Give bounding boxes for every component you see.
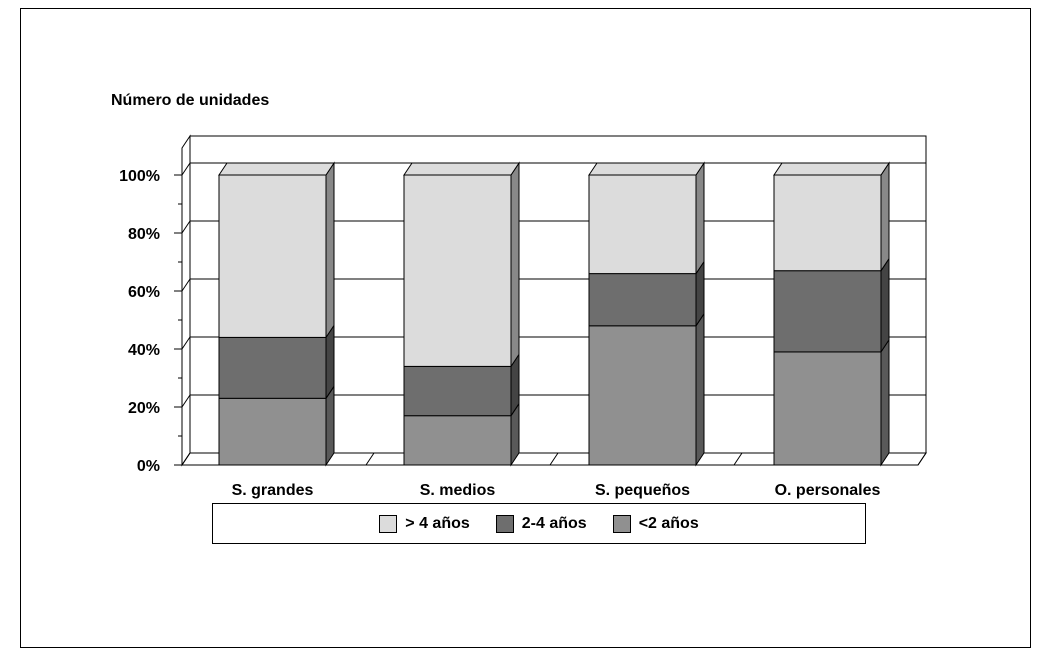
y-tick-label: 0% [137,458,160,475]
bar-segment [773,351,882,466]
bar-top [773,162,890,176]
bar-segment [218,174,327,338]
bar-top [218,162,335,176]
legend: > 4 años 2-4 años <2 años [212,503,866,544]
legend-swatch [495,514,514,533]
y-tick-label: 40% [128,342,160,359]
bar-segment [218,336,327,399]
legend-label: 2-4 años [521,514,587,532]
bar-segment [218,397,327,466]
gridline-side [181,162,191,176]
legend-swatch [379,514,398,533]
bar-top [588,162,705,176]
legend-label: > 4 años [405,514,470,532]
legend-item: > 4 años [379,514,470,533]
bar-segment [403,365,512,417]
bar-segment [588,174,697,275]
floor-separator [733,452,743,466]
bar-side [880,338,890,467]
floor-separator [181,452,191,466]
bar-side [695,312,705,467]
bar-side [325,161,335,340]
bar-segment [773,174,882,272]
gridline-side [181,278,191,292]
bar-side [880,257,890,354]
floor-separator [549,452,559,466]
bar-segment [588,273,697,327]
floor-separator [365,452,375,466]
y-axis-label: Número de unidades [111,92,270,109]
x-tick-label: S. pequeños [595,482,690,499]
bar-segment [588,325,697,466]
gridline-side [181,394,191,408]
legend-item: 2-4 años [495,514,587,533]
floor-separator [917,452,927,466]
x-tick-label: S. grandes [232,482,314,499]
bar-side [510,161,520,369]
bar-side [325,384,335,467]
bar-segment [403,174,512,367]
bar-side [880,161,890,273]
legend-swatch [612,514,631,533]
y-tick-label: 60% [128,284,160,301]
chart-side-wall [181,134,191,467]
bar-segment [403,415,512,466]
bar-segment [773,270,882,353]
gridline-side [181,220,191,234]
x-tick-label: O. personales [775,482,881,499]
y-tick-label: 80% [128,226,160,243]
bar-top [403,162,520,176]
legend-item: <2 años [612,514,699,533]
gridline-side [181,336,191,350]
x-tick-label: S. medios [420,482,496,499]
y-tick-label: 20% [128,400,160,417]
bar-side [695,161,705,276]
y-tick-label: 100% [119,168,160,185]
legend-label: <2 años [638,514,699,532]
